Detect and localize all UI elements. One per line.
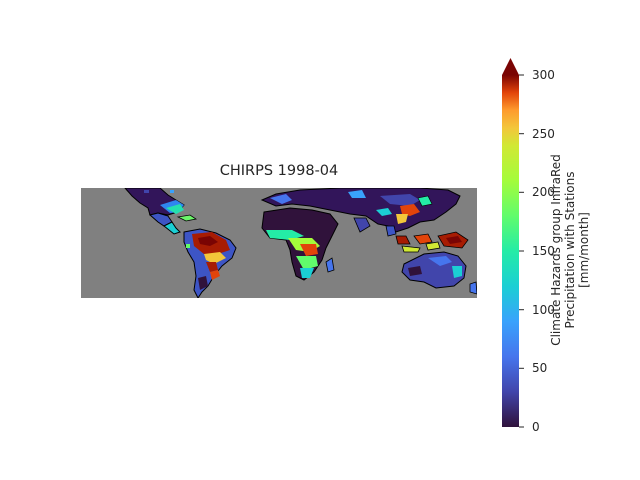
south-america xyxy=(183,228,237,298)
colorbar xyxy=(502,58,524,428)
colorbar-tick-label: 0 xyxy=(532,420,540,434)
maritime-continent xyxy=(413,231,469,251)
eurasia xyxy=(260,188,461,253)
colorbar-tick-label: 150 xyxy=(532,244,555,258)
colorbar-tick-label: 200 xyxy=(532,185,555,200)
colorbar-ticks xyxy=(519,74,524,428)
precipitation-map xyxy=(81,188,477,298)
colorbar-label-line: Precipitation with Stations xyxy=(563,171,577,329)
colorbar-gradient xyxy=(502,75,519,427)
africa xyxy=(261,207,339,281)
colorbar-tick-label: 100 xyxy=(532,302,555,317)
colorbar-tick-label: 300 xyxy=(532,68,555,82)
map-title: CHIRPS 1998-04 xyxy=(219,163,339,179)
australia xyxy=(401,251,477,295)
colorbar-extend-max-arrow xyxy=(502,58,519,75)
colorbar-label-line: [mm/month] xyxy=(577,212,591,288)
colorbar-label-line: Climate Hazards group InfraRed xyxy=(549,154,563,346)
colorbar-tick-label: 50 xyxy=(532,361,548,376)
north-america xyxy=(124,188,198,235)
colorbar-tick-label: 250 xyxy=(532,126,555,141)
